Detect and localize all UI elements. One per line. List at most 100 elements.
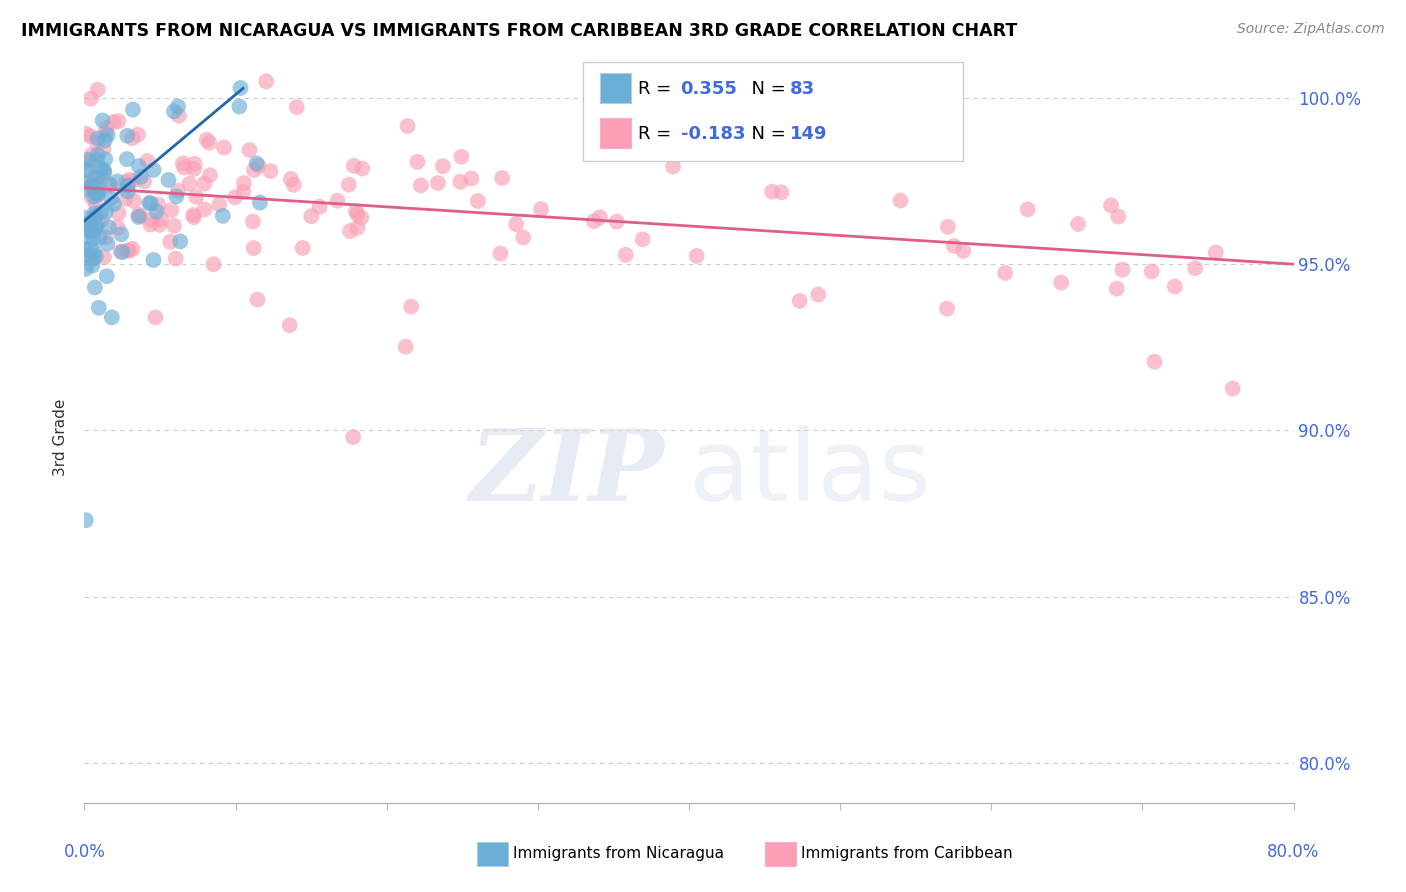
Point: [228, 99, 250, 113]
Point: [97, 220, 120, 235]
Point: [426, 176, 449, 190]
Point: [90, 162, 112, 177]
Point: [211, 209, 233, 223]
Point: [589, 211, 612, 225]
Point: [77, 163, 100, 178]
Point: [936, 301, 959, 316]
Point: [770, 186, 793, 200]
Point: [242, 214, 264, 228]
Text: Immigrants from Caribbean: Immigrants from Caribbean: [801, 847, 1014, 861]
Point: [142, 252, 165, 267]
Text: R =: R =: [638, 125, 678, 143]
Point: [350, 211, 373, 225]
Point: [299, 209, 322, 223]
Point: [1099, 198, 1122, 212]
Point: [105, 174, 128, 188]
Point: [1184, 261, 1206, 276]
Point: [77, 153, 100, 167]
Point: [96, 269, 118, 284]
Point: [94, 133, 117, 147]
Point: [97, 128, 120, 142]
Point: [942, 239, 965, 253]
Text: Immigrants from Nicaragua: Immigrants from Nicaragua: [513, 847, 724, 861]
Point: [179, 177, 201, 191]
Point: [193, 177, 215, 191]
Point: [86, 153, 108, 167]
Point: [399, 300, 422, 314]
Point: [121, 174, 143, 188]
Point: [79, 217, 101, 231]
Point: [80, 191, 103, 205]
Point: [98, 178, 121, 193]
Point: [396, 119, 419, 133]
Point: [1164, 279, 1187, 293]
Point: [122, 103, 145, 117]
Point: [98, 177, 121, 191]
Point: [142, 163, 165, 178]
Point: [936, 219, 959, 234]
Text: Source: ZipAtlas.com: Source: ZipAtlas.com: [1237, 22, 1385, 37]
Point: [283, 178, 305, 192]
Point: [118, 172, 141, 186]
Point: [83, 223, 105, 237]
Point: [167, 109, 190, 123]
Point: [89, 230, 111, 244]
Point: [243, 163, 266, 178]
Point: [406, 154, 429, 169]
Point: [129, 169, 152, 184]
Point: [278, 318, 301, 333]
Point: [121, 131, 143, 145]
Point: [1050, 276, 1073, 290]
Point: [285, 100, 308, 114]
Point: [82, 178, 104, 193]
Point: [87, 301, 110, 315]
Point: [84, 197, 107, 211]
Point: [75, 211, 97, 225]
Point: [79, 129, 101, 144]
Point: [685, 249, 707, 263]
Point: [82, 231, 104, 245]
Point: [110, 227, 132, 242]
Point: [89, 181, 111, 195]
Point: [89, 176, 111, 190]
Point: [512, 230, 534, 244]
Point: [107, 220, 129, 235]
Point: [132, 174, 155, 188]
Point: [183, 157, 205, 171]
Point: [148, 198, 170, 212]
Point: [87, 186, 110, 201]
Point: [86, 136, 108, 151]
Point: [280, 172, 302, 186]
Point: [157, 173, 180, 187]
Point: [127, 128, 149, 142]
Point: [505, 217, 527, 231]
Point: [122, 194, 145, 208]
Point: [80, 148, 103, 162]
Point: [339, 224, 361, 238]
Point: [90, 212, 112, 227]
Point: [87, 131, 110, 145]
Point: [110, 244, 132, 259]
Point: [84, 210, 107, 224]
Point: [75, 176, 97, 190]
Point: [395, 340, 418, 354]
Point: [198, 168, 221, 182]
Point: [79, 223, 101, 237]
Point: [90, 205, 112, 219]
Point: [101, 310, 124, 325]
Point: [167, 99, 190, 113]
Point: [84, 169, 107, 184]
Point: [117, 185, 139, 199]
Point: [183, 161, 205, 176]
Point: [91, 113, 114, 128]
Point: [82, 259, 104, 273]
Text: R =: R =: [638, 80, 678, 98]
Point: [460, 171, 482, 186]
Point: [491, 171, 513, 186]
Point: [238, 143, 260, 157]
Point: [114, 192, 136, 206]
Point: [1017, 202, 1039, 217]
Point: [952, 244, 974, 258]
Point: [994, 266, 1017, 280]
Point: [75, 242, 97, 256]
